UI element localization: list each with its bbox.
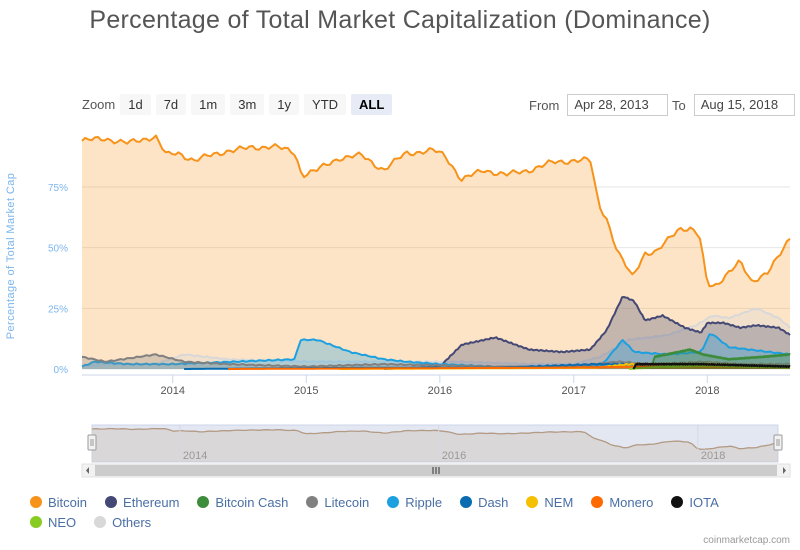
zoom-label: Zoom xyxy=(82,97,116,112)
navigator-series-area xyxy=(92,428,778,462)
legend: Bitcoin Ethereum Bitcoin Cash Litecoin Rippl… xyxy=(30,493,790,533)
series-area-neo xyxy=(629,364,790,369)
y-tick-label: 75% xyxy=(48,183,68,194)
legend-label: Litecoin xyxy=(324,494,370,510)
zoom-1y-button[interactable]: 1y xyxy=(269,94,300,115)
x-tick-label: 2016 xyxy=(428,385,452,397)
legend-label: Others xyxy=(112,514,152,530)
legend-item-litecoin[interactable]: Litecoin xyxy=(306,493,369,511)
zoom-7d-button[interactable]: 7d xyxy=(155,94,187,115)
y-tick-label: 0% xyxy=(54,365,69,376)
navigator-left-handle[interactable] xyxy=(87,434,97,451)
credits[interactable]: coinmarketcap.com xyxy=(703,535,790,546)
legend-label: Monero xyxy=(609,494,654,510)
x-tick-label: 2015 xyxy=(294,385,318,397)
series-line-bitcoin[interactable] xyxy=(81,134,791,288)
from-label: From xyxy=(529,97,560,113)
axes: 0% 25% 50% 75% 2014 2015 2016 2017 2018 xyxy=(48,183,790,397)
zoom-all-button[interactable]: ALL xyxy=(351,94,393,115)
x-tick-label: 2017 xyxy=(562,385,586,397)
zoom-ytd-button[interactable]: YTD xyxy=(304,94,347,115)
series-area-bitcoin xyxy=(82,135,790,369)
legend-label: Bitcoin Cash xyxy=(215,494,289,510)
zoom-1m-button[interactable]: 1m xyxy=(191,94,226,115)
series-area-others xyxy=(82,309,790,369)
navigator-tick-label: 2018 xyxy=(701,450,725,462)
navigator-tick-label: 2016 xyxy=(442,450,466,462)
legend-label: Ethereum xyxy=(123,494,180,510)
chart-svg: 0% 25% 50% 75% 2014 2015 2016 2017 2018 2014 2016… xyxy=(48,134,791,478)
legend-marker-icon xyxy=(105,496,118,508)
legend-item-nem[interactable]: NEM xyxy=(526,493,573,511)
legend-item-monero[interactable]: Monero xyxy=(591,493,653,511)
legend-label: Dash xyxy=(478,494,509,510)
legend-label: NEM xyxy=(544,494,574,510)
legend-item-dash[interactable]: Dash xyxy=(460,493,508,511)
range-to: To Aug 15, 2018 xyxy=(672,94,795,116)
to-label: To xyxy=(672,97,686,113)
legend-marker-icon xyxy=(30,496,42,508)
legend-item-neo[interactable]: NEO xyxy=(30,513,76,531)
legend-marker-icon xyxy=(94,516,107,528)
legend-marker-icon xyxy=(197,496,210,508)
legend-item-ripple[interactable]: Ripple xyxy=(387,493,442,511)
x-tick-label: 2014 xyxy=(160,385,184,397)
navigator-tick-label: 2014 xyxy=(183,450,207,462)
legend-item-bitcoin[interactable]: Bitcoin xyxy=(30,493,87,511)
navigator-right-handle[interactable] xyxy=(773,434,783,451)
legend-item-iota[interactable]: IOTA xyxy=(671,493,719,511)
legend-marker-icon xyxy=(460,496,473,508)
legend-item-bitcoin-cash[interactable]: Bitcoin Cash xyxy=(197,493,288,511)
series-line-bitcoin-cash[interactable] xyxy=(650,348,791,370)
y-tick-label: 50% xyxy=(48,244,68,255)
to-date-input[interactable]: Aug 15, 2018 xyxy=(693,94,795,116)
legend-marker-icon xyxy=(30,516,42,528)
chart-title: Percentage of Total Market Capitalizatio… xyxy=(89,6,711,34)
y-tick-label: 25% xyxy=(48,304,68,315)
zoom-3m-button[interactable]: 3m xyxy=(230,94,265,115)
scroll-right-arrow-icon[interactable] xyxy=(783,467,786,474)
legend-item-ethereum[interactable]: Ethereum xyxy=(105,493,179,511)
legend-label: Bitcoin xyxy=(48,494,88,510)
legend-marker-icon xyxy=(387,496,400,508)
scroll-left-arrow-icon[interactable] xyxy=(86,467,89,474)
series-line-others[interactable] xyxy=(81,308,791,368)
legend-marker-icon xyxy=(671,496,684,508)
legend-label: Ripple xyxy=(405,494,443,510)
navigator[interactable]: 2014 2016 2018 xyxy=(81,424,791,478)
legend-marker-icon xyxy=(526,496,539,508)
from-date-input[interactable]: Apr 28, 2013 xyxy=(567,94,669,116)
zoom-bar: Zoom 1d 7d 1m 3m 1y YTD ALL xyxy=(82,94,397,115)
legend-marker-icon xyxy=(591,496,604,508)
zoom-1d-button[interactable]: 1d xyxy=(120,94,151,115)
series-areas xyxy=(81,134,791,370)
x-tick-label: 2018 xyxy=(695,385,719,397)
series-line-ethereum[interactable] xyxy=(383,296,791,370)
legend-marker-icon xyxy=(306,496,319,508)
range-from: From Apr 28, 2013 xyxy=(529,94,669,116)
legend-item-others[interactable]: Others xyxy=(94,513,151,531)
navigator-series-line xyxy=(91,427,779,450)
legend-label: IOTA xyxy=(689,494,719,510)
legend-label: NEO xyxy=(48,514,77,530)
series-line-iota[interactable] xyxy=(632,362,791,370)
